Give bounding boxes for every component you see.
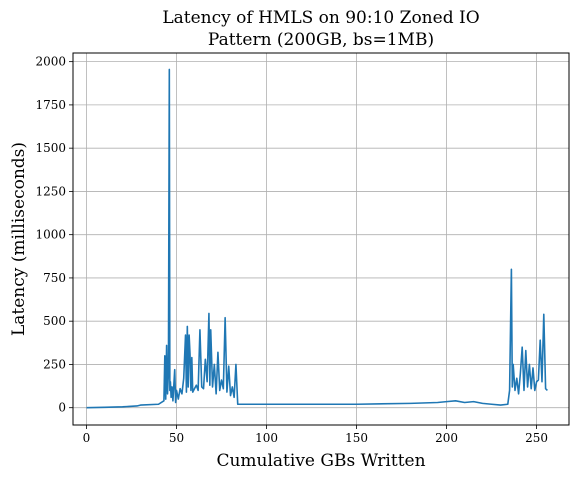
x-tick-label: 200 [435, 431, 458, 445]
latency-series-line [86, 68, 548, 409]
grid-layer [73, 53, 569, 425]
y-axis-label: Latency (milliseconds) [9, 142, 29, 336]
y-tick-label: 1000 [35, 228, 66, 242]
chart-title-line-1: Latency of HMLS on 90:10 Zoned IO [162, 8, 479, 28]
x-tick-label: 100 [255, 431, 278, 445]
chart-title-line-2: Pattern (200GB, bs=1MB) [208, 30, 434, 50]
x-tick-label: 50 [169, 431, 184, 445]
y-tick-label: 250 [43, 357, 66, 371]
x-tick-label: 250 [525, 431, 548, 445]
y-axis-ticks: 0 250 500 750 1000 1250 1500 1750 2000 [35, 55, 73, 415]
y-tick-label: 1500 [35, 141, 66, 155]
y-tick-label: 1250 [35, 184, 66, 198]
x-axis-label: Cumulative GBs Written [216, 451, 425, 471]
y-tick-label: 750 [43, 271, 66, 285]
x-tick-label: 0 [83, 431, 91, 445]
y-tick-label: 1750 [35, 98, 66, 112]
series-layer [86, 68, 548, 409]
y-tick-label: 2000 [35, 55, 66, 69]
y-tick-label: 500 [43, 314, 66, 328]
plot-frame [72, 52, 570, 426]
y-tick-label: 0 [58, 401, 66, 415]
x-tick-label: 150 [345, 431, 368, 445]
x-axis-ticks: 0 50 100 150 200 250 [83, 425, 548, 445]
